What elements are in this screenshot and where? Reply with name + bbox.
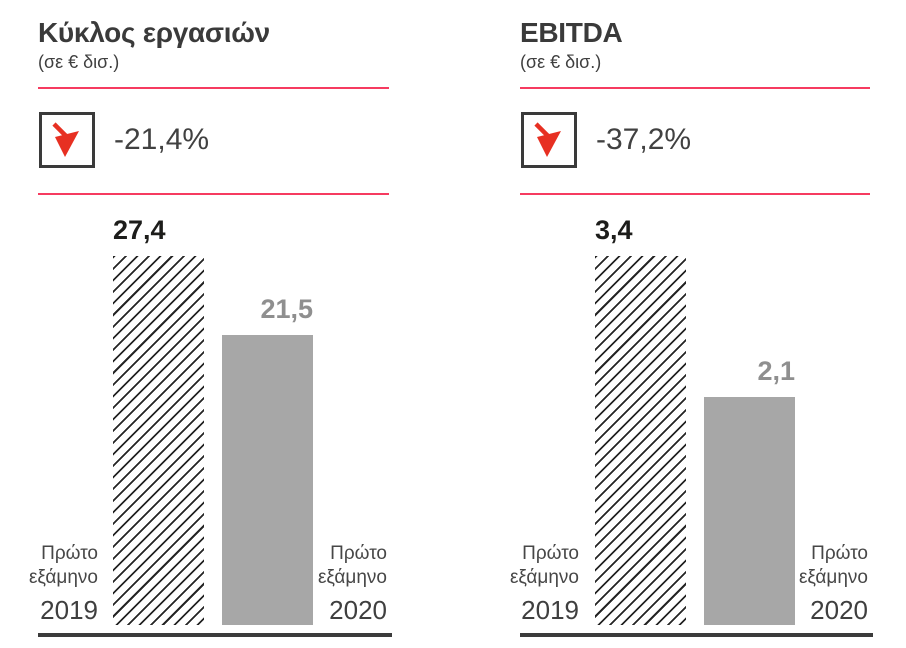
chart-ebitda: EBITDA (σε € δισ.) -37,2% 3,4 2,1 Πρώτο … [510, 17, 873, 648]
divider-line-bottom [38, 193, 389, 195]
axis-baseline [520, 633, 873, 637]
category-year: 2020 [810, 595, 868, 625]
bar-value-label: 21,5 [260, 294, 313, 324]
axis-baseline [38, 633, 392, 637]
bar-value-label: 3,4 [595, 215, 633, 245]
divider-line-top [38, 87, 389, 89]
decline-arrow-box [39, 112, 95, 168]
bar-2019 [113, 256, 204, 625]
bar-2020 [704, 397, 795, 625]
decline-arrow-icon [52, 122, 79, 157]
change-indicator: -37,2% [521, 112, 691, 168]
bar-group-2019: 27,4 [113, 217, 204, 625]
category-label-2019: Πρώτο εξάμηνο 2019 [509, 543, 579, 625]
bar-2020 [222, 335, 313, 625]
category-year: 2019 [40, 595, 98, 625]
divider-line-bottom [520, 193, 870, 195]
bar-value-label: 2,1 [757, 356, 795, 386]
decline-arrow-box [521, 112, 577, 168]
bar-value-label: 27,4 [113, 215, 166, 245]
bar-group-2020: 2,1 [704, 358, 795, 625]
category-year: 2019 [521, 595, 579, 625]
category-label-2019: Πρώτο εξάμηνο 2019 [28, 543, 98, 625]
category-label-2020: Πρώτο εξάμηνο 2020 [317, 543, 387, 625]
change-value: -37,2% [596, 123, 692, 156]
chart-subtitle: (σε € δισ.) [38, 52, 120, 72]
bar-2019 [595, 256, 686, 625]
chart-subtitle: (σε € δισ.) [520, 52, 602, 72]
category-year: 2020 [329, 595, 387, 625]
divider-line-top [520, 87, 870, 89]
chart-title: Κύκλος εργασιών [38, 17, 270, 48]
change-indicator: -21,4% [39, 112, 209, 168]
change-value: -21,4% [114, 123, 210, 156]
decline-arrow-icon [534, 122, 561, 157]
chart-turnover: Κύκλος εργασιών (σε € δισ.) -21,4% 27,4 … [29, 17, 392, 648]
chart-title: EBITDA [520, 17, 623, 48]
bar-group-2019: 3,4 [595, 217, 686, 625]
category-label-2020: Πρώτο εξάμηνο 2020 [798, 543, 868, 625]
bar-group-2020: 21,5 [222, 296, 313, 625]
